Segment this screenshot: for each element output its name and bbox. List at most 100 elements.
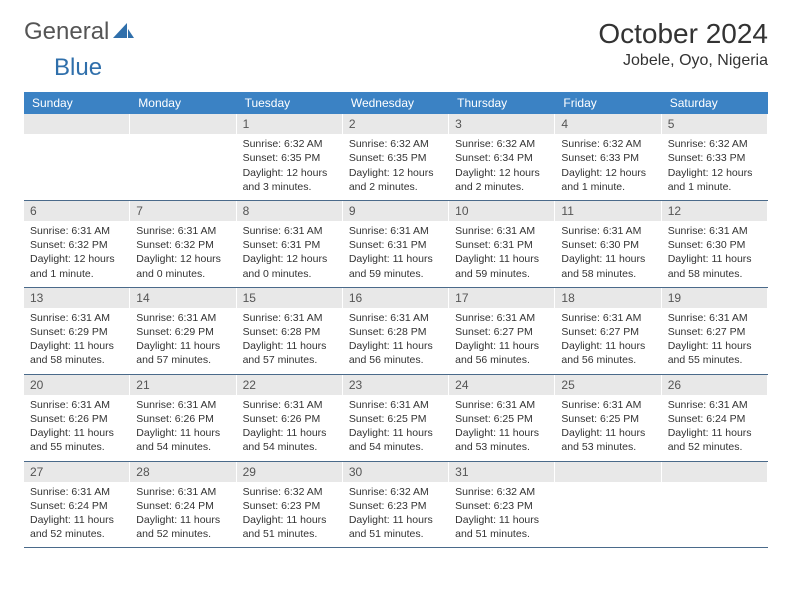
calendar-cell: 1Sunrise: 6:32 AMSunset: 6:35 PMDaylight… xyxy=(237,114,343,200)
daylight-text: Daylight: 11 hours xyxy=(455,339,549,353)
calendar-week: 1Sunrise: 6:32 AMSunset: 6:35 PMDaylight… xyxy=(24,114,768,201)
daylight-text: Daylight: 11 hours xyxy=(561,339,655,353)
calendar-cell: 18Sunrise: 6:31 AMSunset: 6:27 PMDayligh… xyxy=(555,288,661,374)
daylight-text: Daylight: 12 hours xyxy=(30,252,124,266)
day-number: 9 xyxy=(343,201,449,221)
daylight-text: and 52 minutes. xyxy=(30,527,124,541)
calendar-week: 27Sunrise: 6:31 AMSunset: 6:24 PMDayligh… xyxy=(24,462,768,549)
day-number: 4 xyxy=(555,114,661,134)
day-number: 23 xyxy=(343,375,449,395)
day-number: 18 xyxy=(555,288,661,308)
sunset-text: Sunset: 6:32 PM xyxy=(30,238,124,252)
sunset-text: Sunset: 6:24 PM xyxy=(136,499,230,513)
daylight-text: Daylight: 12 hours xyxy=(243,252,337,266)
sunset-text: Sunset: 6:30 PM xyxy=(668,238,762,252)
day-body: Sunrise: 6:31 AMSunset: 6:32 PMDaylight:… xyxy=(130,221,236,287)
day-body: Sunrise: 6:31 AMSunset: 6:24 PMDaylight:… xyxy=(24,482,130,548)
day-number: 20 xyxy=(24,375,130,395)
day-number: 26 xyxy=(662,375,768,395)
day-body: Sunrise: 6:32 AMSunset: 6:33 PMDaylight:… xyxy=(662,134,768,200)
sunrise-text: Sunrise: 6:31 AM xyxy=(30,311,124,325)
day-number: 17 xyxy=(449,288,555,308)
sunset-text: Sunset: 6:28 PM xyxy=(243,325,337,339)
daylight-text: Daylight: 11 hours xyxy=(668,426,762,440)
daylight-text: Daylight: 11 hours xyxy=(561,252,655,266)
calendar-cell: 11Sunrise: 6:31 AMSunset: 6:30 PMDayligh… xyxy=(555,201,661,287)
day-body: Sunrise: 6:31 AMSunset: 6:27 PMDaylight:… xyxy=(449,308,555,374)
day-body xyxy=(130,134,236,182)
sunset-text: Sunset: 6:25 PM xyxy=(349,412,443,426)
calendar-cell: 13Sunrise: 6:31 AMSunset: 6:29 PMDayligh… xyxy=(24,288,130,374)
sunset-text: Sunset: 6:33 PM xyxy=(668,151,762,165)
sunrise-text: Sunrise: 6:32 AM xyxy=(668,137,762,151)
day-body: Sunrise: 6:31 AMSunset: 6:25 PMDaylight:… xyxy=(555,395,661,461)
sunrise-text: Sunrise: 6:31 AM xyxy=(455,224,549,238)
day-number: 1 xyxy=(237,114,343,134)
sunrise-text: Sunrise: 6:31 AM xyxy=(668,398,762,412)
calendar-cell: 9Sunrise: 6:31 AMSunset: 6:31 PMDaylight… xyxy=(343,201,449,287)
day-body: Sunrise: 6:31 AMSunset: 6:30 PMDaylight:… xyxy=(662,221,768,287)
daylight-text: and 56 minutes. xyxy=(561,353,655,367)
daylight-text: and 53 minutes. xyxy=(561,440,655,454)
sunset-text: Sunset: 6:29 PM xyxy=(30,325,124,339)
day-body: Sunrise: 6:32 AMSunset: 6:23 PMDaylight:… xyxy=(449,482,555,548)
day-number: 31 xyxy=(449,462,555,482)
daylight-text: and 53 minutes. xyxy=(455,440,549,454)
day-number xyxy=(555,462,661,482)
calendar-cell: 27Sunrise: 6:31 AMSunset: 6:24 PMDayligh… xyxy=(24,462,130,548)
day-body: Sunrise: 6:32 AMSunset: 6:33 PMDaylight:… xyxy=(555,134,661,200)
sunset-text: Sunset: 6:27 PM xyxy=(668,325,762,339)
sunset-text: Sunset: 6:30 PM xyxy=(561,238,655,252)
daylight-text: and 57 minutes. xyxy=(243,353,337,367)
day-header-friday: Friday xyxy=(555,92,661,114)
calendar-cell: 7Sunrise: 6:31 AMSunset: 6:32 PMDaylight… xyxy=(130,201,236,287)
sunrise-text: Sunrise: 6:31 AM xyxy=(243,311,337,325)
daylight-text: Daylight: 11 hours xyxy=(349,513,443,527)
day-body: Sunrise: 6:31 AMSunset: 6:26 PMDaylight:… xyxy=(24,395,130,461)
day-number xyxy=(662,462,768,482)
calendar-cell: 15Sunrise: 6:31 AMSunset: 6:28 PMDayligh… xyxy=(237,288,343,374)
sunset-text: Sunset: 6:24 PM xyxy=(30,499,124,513)
calendar-cell: 26Sunrise: 6:31 AMSunset: 6:24 PMDayligh… xyxy=(662,375,768,461)
day-body: Sunrise: 6:31 AMSunset: 6:27 PMDaylight:… xyxy=(555,308,661,374)
daylight-text: and 57 minutes. xyxy=(136,353,230,367)
day-body: Sunrise: 6:31 AMSunset: 6:31 PMDaylight:… xyxy=(449,221,555,287)
daylight-text: and 0 minutes. xyxy=(243,267,337,281)
calendar-cell: 17Sunrise: 6:31 AMSunset: 6:27 PMDayligh… xyxy=(449,288,555,374)
day-number: 12 xyxy=(662,201,768,221)
sunset-text: Sunset: 6:26 PM xyxy=(30,412,124,426)
location-subtitle: Jobele, Oyo, Nigeria xyxy=(598,52,768,70)
day-number: 7 xyxy=(130,201,236,221)
calendar-cell: 31Sunrise: 6:32 AMSunset: 6:23 PMDayligh… xyxy=(449,462,555,548)
daylight-text: and 59 minutes. xyxy=(455,267,549,281)
day-body: Sunrise: 6:31 AMSunset: 6:31 PMDaylight:… xyxy=(343,221,449,287)
calendar: SundayMondayTuesdayWednesdayThursdayFrid… xyxy=(24,92,768,548)
calendar-day-header: SundayMondayTuesdayWednesdayThursdayFrid… xyxy=(24,92,768,114)
daylight-text: and 2 minutes. xyxy=(349,180,443,194)
day-number: 13 xyxy=(24,288,130,308)
sunrise-text: Sunrise: 6:31 AM xyxy=(243,224,337,238)
sunset-text: Sunset: 6:35 PM xyxy=(349,151,443,165)
daylight-text: and 55 minutes. xyxy=(668,353,762,367)
daylight-text: and 51 minutes. xyxy=(349,527,443,541)
day-number xyxy=(130,114,236,134)
daylight-text: and 56 minutes. xyxy=(455,353,549,367)
sunset-text: Sunset: 6:29 PM xyxy=(136,325,230,339)
daylight-text: Daylight: 11 hours xyxy=(455,252,549,266)
day-body: Sunrise: 6:31 AMSunset: 6:27 PMDaylight:… xyxy=(662,308,768,374)
logo-text-blue: Blue xyxy=(54,54,102,81)
daylight-text: Daylight: 11 hours xyxy=(349,426,443,440)
day-header-wednesday: Wednesday xyxy=(343,92,449,114)
calendar-cell: 20Sunrise: 6:31 AMSunset: 6:26 PMDayligh… xyxy=(24,375,130,461)
sunset-text: Sunset: 6:27 PM xyxy=(455,325,549,339)
sunset-text: Sunset: 6:23 PM xyxy=(243,499,337,513)
day-number: 8 xyxy=(237,201,343,221)
sunset-text: Sunset: 6:23 PM xyxy=(349,499,443,513)
sunrise-text: Sunrise: 6:31 AM xyxy=(30,398,124,412)
calendar-cell: 28Sunrise: 6:31 AMSunset: 6:24 PMDayligh… xyxy=(130,462,236,548)
day-body: Sunrise: 6:31 AMSunset: 6:26 PMDaylight:… xyxy=(130,395,236,461)
sunrise-text: Sunrise: 6:32 AM xyxy=(349,137,443,151)
calendar-cell: 29Sunrise: 6:32 AMSunset: 6:23 PMDayligh… xyxy=(237,462,343,548)
daylight-text: and 1 minute. xyxy=(668,180,762,194)
day-body: Sunrise: 6:31 AMSunset: 6:28 PMDaylight:… xyxy=(237,308,343,374)
